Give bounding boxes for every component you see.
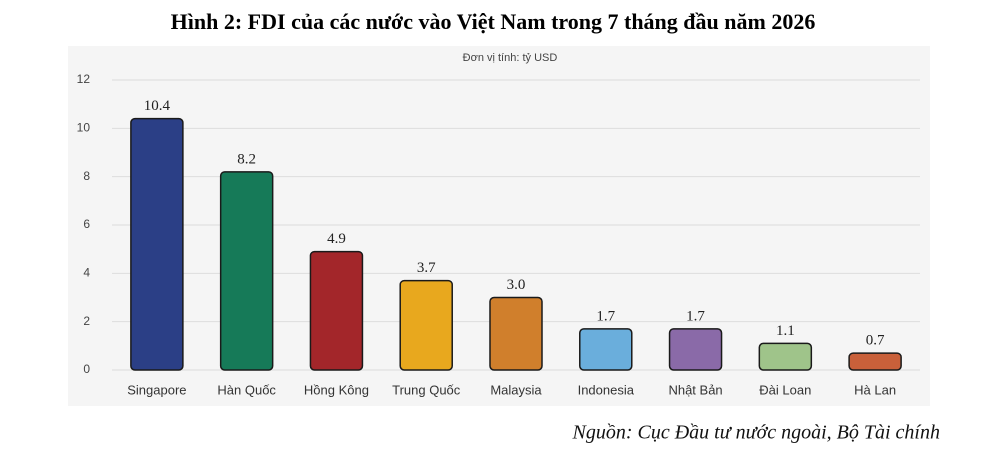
value-label: 3.7	[417, 260, 436, 276]
value-label: 1.7	[686, 308, 705, 324]
bar	[219, 171, 274, 371]
bar	[848, 352, 902, 371]
y-tick-label: 10	[77, 121, 91, 135]
value-label: 1.1	[776, 323, 795, 339]
y-tick-label: 8	[83, 169, 90, 183]
x-tick-label: Indonesia	[578, 382, 635, 397]
x-tick-label: Đài Loan	[759, 382, 811, 397]
x-tick-label: Trung Quốc	[392, 382, 461, 397]
x-tick-label: Hồng Kông	[304, 382, 369, 397]
y-tick-label: 12	[77, 72, 91, 86]
bar	[489, 296, 543, 371]
bar	[668, 328, 723, 371]
source-note: Nguồn: Cục Đầu tư nước ngoài, Bộ Tài chí…	[572, 422, 940, 444]
bar	[579, 328, 633, 371]
unit-note: Đơn vị tính: tỷ USD	[463, 52, 558, 64]
chart-title: Hình 2: FDI của các nước vào Việt Nam tr…	[171, 9, 816, 34]
bar	[399, 279, 453, 371]
value-label: 0.7	[866, 333, 885, 349]
value-label: 10.4	[144, 98, 171, 114]
x-tick-label: Hà Lan	[854, 382, 896, 397]
bar	[758, 342, 813, 371]
x-tick-label: Malaysia	[490, 382, 542, 397]
bar	[130, 117, 184, 371]
y-tick-label: 4	[83, 266, 90, 280]
y-tick-label: 0	[83, 362, 90, 376]
value-label: 8.2	[237, 151, 256, 167]
x-tick-label: Nhật Bản	[668, 382, 722, 397]
x-tick-label: Singapore	[127, 382, 186, 397]
y-tick-label: 2	[83, 314, 90, 328]
value-label: 4.9	[327, 231, 346, 247]
y-tick-label: 6	[83, 217, 90, 231]
value-label: 3.0	[507, 277, 526, 293]
bar	[309, 250, 364, 371]
value-label: 1.7	[596, 308, 615, 324]
x-tick-label: Hàn Quốc	[217, 382, 276, 397]
